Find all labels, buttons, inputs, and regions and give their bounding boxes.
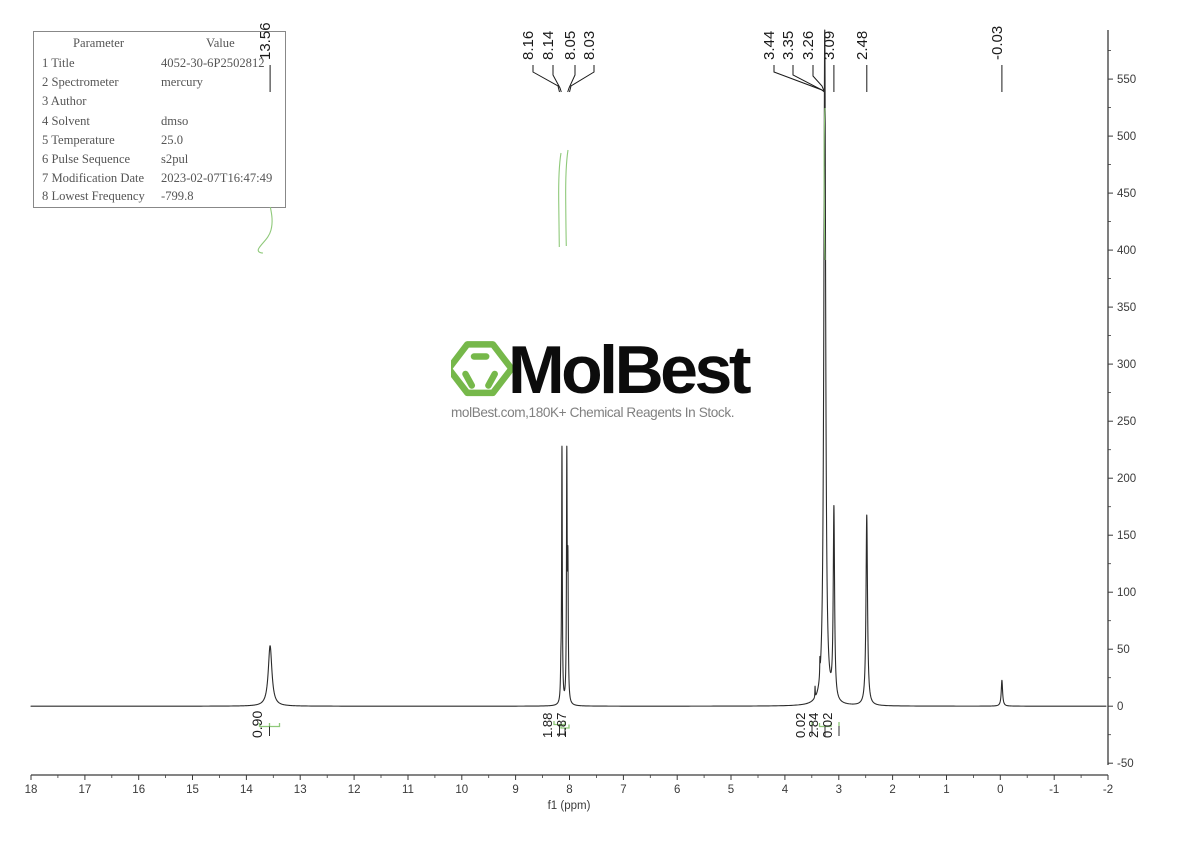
svg-text:11: 11 <box>402 784 414 796</box>
svg-text:3: 3 <box>836 784 842 796</box>
svg-text:4: 4 <box>782 784 789 796</box>
svg-text:5: 5 <box>728 784 734 796</box>
svg-text:13.56: 13.56 <box>257 22 274 60</box>
svg-text:0.02: 0.02 <box>820 713 835 738</box>
svg-text:14: 14 <box>240 784 253 796</box>
svg-text:3.35: 3.35 <box>780 31 797 60</box>
svg-text:-50: -50 <box>1117 758 1134 770</box>
svg-text:-0.03: -0.03 <box>989 26 1006 60</box>
svg-text:350: 350 <box>1117 302 1136 314</box>
svg-text:f1 (ppm): f1 (ppm) <box>548 800 591 812</box>
svg-text:1: 1 <box>943 784 949 796</box>
svg-text:13: 13 <box>294 784 307 796</box>
svg-text:16: 16 <box>132 784 145 796</box>
svg-text:3.26: 3.26 <box>800 31 817 60</box>
svg-text:8.05: 8.05 <box>562 31 579 60</box>
svg-text:50: 50 <box>1117 644 1130 656</box>
svg-text:150: 150 <box>1117 530 1136 542</box>
svg-text:200: 200 <box>1117 473 1136 485</box>
svg-text:9: 9 <box>512 784 518 796</box>
svg-text:8: 8 <box>566 784 572 796</box>
svg-text:0: 0 <box>997 784 1003 796</box>
svg-text:3.09: 3.09 <box>821 31 838 60</box>
svg-text:12: 12 <box>348 784 361 796</box>
svg-text:0.90: 0.90 <box>249 711 265 738</box>
svg-text:2.48: 2.48 <box>854 31 871 60</box>
svg-text:8.16: 8.16 <box>520 31 537 60</box>
svg-text:1.87: 1.87 <box>554 713 569 738</box>
svg-text:250: 250 <box>1117 416 1136 428</box>
svg-text:18: 18 <box>25 784 38 796</box>
svg-text:450: 450 <box>1117 188 1136 200</box>
svg-text:300: 300 <box>1117 359 1136 371</box>
svg-text:0: 0 <box>1117 701 1123 713</box>
svg-text:1.88: 1.88 <box>540 713 555 738</box>
svg-text:10: 10 <box>455 784 468 796</box>
svg-text:2.84: 2.84 <box>806 713 821 738</box>
svg-text:6: 6 <box>674 784 680 796</box>
svg-text:17: 17 <box>79 784 92 796</box>
svg-text:2: 2 <box>889 784 895 796</box>
svg-text:500: 500 <box>1117 131 1136 143</box>
svg-text:-2: -2 <box>1103 784 1113 796</box>
svg-text:100: 100 <box>1117 587 1136 599</box>
svg-text:-1: -1 <box>1049 784 1059 796</box>
svg-text:3.44: 3.44 <box>761 31 778 60</box>
svg-text:8.14: 8.14 <box>540 31 557 60</box>
svg-text:8.03: 8.03 <box>581 31 598 60</box>
svg-text:15: 15 <box>186 784 199 796</box>
svg-text:550: 550 <box>1117 74 1136 86</box>
svg-text:400: 400 <box>1117 245 1136 257</box>
svg-text:7: 7 <box>620 784 626 796</box>
